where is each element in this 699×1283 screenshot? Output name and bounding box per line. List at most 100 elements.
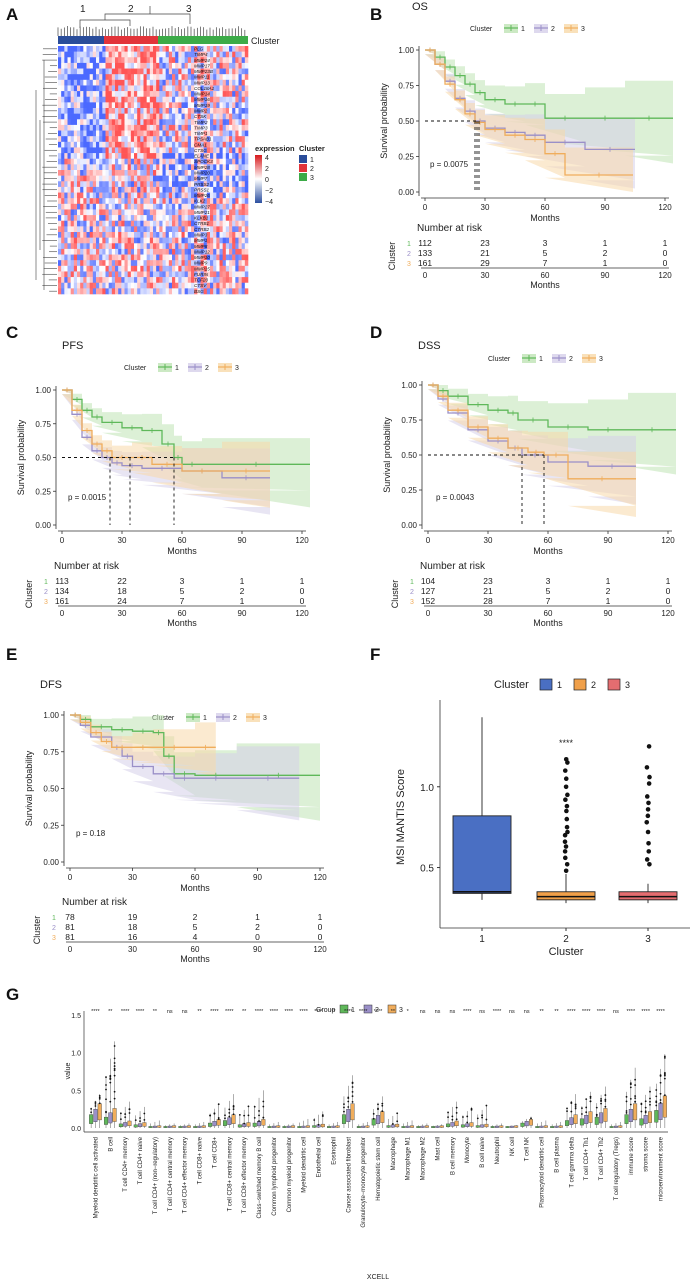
heatmap-cell bbox=[244, 277, 249, 284]
heatmap-cell bbox=[194, 68, 198, 75]
msi-x-axis-label: Cluster bbox=[549, 946, 584, 958]
heatmap-cell bbox=[162, 147, 166, 154]
heatmap-cell bbox=[194, 62, 198, 69]
heatmap-cell bbox=[67, 57, 71, 64]
heatmap-cell bbox=[137, 136, 141, 143]
xcell-significance: ** bbox=[108, 1009, 113, 1015]
heatmap-cell bbox=[118, 192, 122, 199]
heatmap-cell bbox=[184, 85, 189, 92]
heatmap-cell bbox=[140, 186, 144, 193]
heatmap-cell bbox=[121, 74, 125, 81]
heatmap-cell bbox=[172, 147, 176, 154]
xcell-category-label: Cancer associated fibroblast bbox=[346, 1137, 352, 1213]
heatmap-cell bbox=[140, 102, 144, 109]
heatmap-cell bbox=[222, 175, 227, 182]
risk-x-tick-label: 90 bbox=[601, 271, 610, 280]
heatmap-cell bbox=[137, 226, 141, 233]
msi-box-2 bbox=[536, 891, 596, 901]
xcell-outlier bbox=[574, 1107, 577, 1110]
heatmap-cell bbox=[241, 102, 246, 109]
xcell-outlier bbox=[629, 1083, 632, 1086]
heatmap-cell bbox=[156, 74, 160, 81]
heatmap-cell bbox=[225, 170, 230, 176]
gene-label: TIMP1 bbox=[194, 131, 208, 136]
heatmap-cell bbox=[111, 113, 116, 120]
heatmap-cell bbox=[175, 288, 179, 295]
heatmap-cell bbox=[210, 108, 214, 114]
heatmap-cell bbox=[238, 248, 242, 255]
heatmap-cell bbox=[203, 158, 208, 165]
heatmap-cell bbox=[216, 192, 220, 199]
heatmap-cell bbox=[216, 68, 220, 75]
km-pvalue: p = 0.0015 bbox=[68, 493, 107, 502]
xcell-box bbox=[212, 1121, 217, 1127]
heatmap-cell bbox=[115, 68, 119, 75]
risk-count: 113 bbox=[55, 576, 69, 586]
heatmap-cell bbox=[149, 243, 154, 250]
xcell-box bbox=[331, 1125, 336, 1128]
msi-outlier bbox=[563, 868, 569, 874]
heatmap-cell bbox=[140, 136, 144, 143]
gene-label: MMP9 bbox=[194, 261, 208, 266]
xcell-box bbox=[639, 1118, 644, 1126]
heatmap-cell bbox=[64, 198, 68, 205]
heatmap-cell bbox=[140, 170, 144, 176]
heatmap-cell bbox=[168, 288, 173, 295]
heatmap-cell bbox=[197, 119, 201, 126]
heatmap-cell bbox=[115, 181, 119, 188]
heatmap-cell bbox=[178, 232, 182, 238]
heatmap-cell bbox=[127, 96, 132, 103]
heatmap-cell bbox=[80, 113, 84, 120]
heatmap-cell bbox=[124, 164, 128, 171]
heatmap-cell bbox=[213, 147, 217, 154]
heatmap-cell bbox=[64, 254, 68, 261]
heatmap-cell bbox=[210, 282, 214, 289]
heatmap-cell bbox=[118, 141, 122, 148]
heatmap-cell bbox=[184, 46, 189, 52]
heatmap-cell bbox=[216, 209, 220, 216]
heatmap-cell bbox=[73, 288, 78, 295]
heatmap-cell bbox=[197, 57, 201, 64]
heatmap-cell bbox=[206, 203, 211, 210]
heatmap-cell bbox=[184, 130, 189, 137]
heatmap-cell bbox=[244, 248, 249, 255]
heatmap-cell bbox=[241, 113, 246, 120]
xcell-box bbox=[118, 1123, 123, 1128]
heatmap-cell bbox=[86, 96, 90, 103]
heatmap-cell bbox=[108, 119, 113, 126]
heatmap-cell bbox=[102, 277, 106, 284]
km-x-tick-label: 120 bbox=[661, 536, 675, 545]
heatmap-cell bbox=[143, 141, 147, 148]
heatmap-cell bbox=[146, 277, 151, 284]
heatmap-cell bbox=[83, 226, 87, 233]
heatmap-cell bbox=[86, 153, 90, 160]
heatmap-cell bbox=[156, 186, 160, 193]
heatmap-cell bbox=[92, 226, 97, 233]
heatmap-cell bbox=[105, 74, 109, 81]
heatmap-cell bbox=[143, 124, 147, 131]
risk-group-label-2: 2 bbox=[52, 925, 56, 932]
xcell-outlier bbox=[143, 1119, 146, 1121]
heatmap-cell bbox=[121, 124, 125, 131]
heatmap-cell bbox=[146, 136, 151, 143]
heatmap-cell bbox=[156, 265, 160, 272]
heatmap-cell bbox=[70, 271, 75, 278]
xcell-outlier bbox=[604, 1100, 607, 1102]
xcell-category-label: Class−switched memory B cell bbox=[257, 1137, 263, 1219]
heatmap-cell bbox=[67, 124, 71, 131]
heatmap-cell bbox=[229, 57, 233, 64]
km-pvalue: p = 0.0043 bbox=[436, 493, 475, 502]
heatmap-cell bbox=[105, 271, 109, 278]
heatmap-cell bbox=[159, 254, 163, 261]
heatmap-cell bbox=[235, 141, 239, 148]
heatmap-cell bbox=[115, 113, 119, 120]
risk-count: 0 bbox=[663, 248, 668, 258]
heatmap-cell bbox=[140, 130, 144, 137]
heatmap-cell bbox=[162, 79, 166, 86]
heatmap-cell bbox=[197, 74, 201, 81]
heatmap-cell bbox=[194, 192, 198, 199]
heatmap-cell bbox=[73, 102, 78, 109]
heatmap-cell bbox=[206, 237, 211, 244]
heatmap-cell bbox=[102, 271, 106, 278]
xcell-category-label: Monocyte bbox=[465, 1136, 471, 1163]
